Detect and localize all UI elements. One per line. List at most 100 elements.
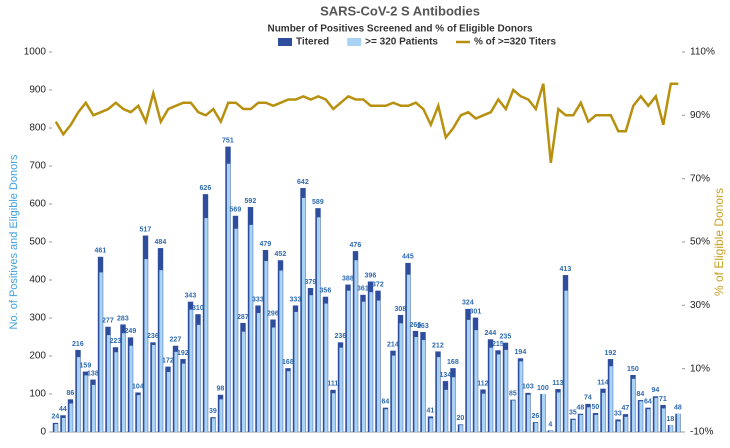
bar <box>661 408 666 432</box>
bar <box>151 344 156 432</box>
value-label: 94 <box>651 387 659 394</box>
bar <box>481 393 486 432</box>
value-label: 626 <box>200 185 212 192</box>
bar <box>196 324 201 432</box>
bar <box>511 400 516 432</box>
bar <box>526 394 531 432</box>
bar <box>459 425 463 432</box>
y-tick-label: 900 <box>29 85 46 96</box>
value-label: 41 <box>426 407 434 414</box>
value-label: 249 <box>125 328 137 335</box>
value-label: 589 <box>312 199 324 206</box>
bar <box>616 421 621 432</box>
bar <box>256 313 261 432</box>
bar <box>631 378 636 432</box>
bar <box>391 355 396 432</box>
value-label: 48 <box>576 405 584 412</box>
bar <box>534 422 538 432</box>
bar <box>174 351 178 432</box>
bar <box>279 270 283 432</box>
bar <box>331 393 336 432</box>
bar <box>294 311 298 432</box>
y2-tick-label: -10% <box>690 427 713 438</box>
value-label: 215 <box>492 341 504 348</box>
y-tick-label: 500 <box>29 237 46 248</box>
y-tick-label: 0 <box>40 427 46 438</box>
value-label: 223 <box>110 338 122 345</box>
bar <box>369 292 373 432</box>
value-label: 4 <box>548 421 552 428</box>
value-label: 244 <box>485 330 497 337</box>
value-label: 35 <box>569 410 577 417</box>
bar <box>346 290 351 432</box>
bar <box>399 323 403 432</box>
value-label: 476 <box>350 242 362 249</box>
value-label: 20 <box>456 415 464 422</box>
bar <box>429 418 433 432</box>
bar <box>114 352 118 432</box>
value-label: 26 <box>531 413 539 420</box>
y-tick-label: 800 <box>29 123 46 134</box>
bar <box>354 260 358 432</box>
bar <box>414 337 418 432</box>
value-label: 445 <box>402 254 414 261</box>
bar <box>564 290 568 432</box>
value-label: 85 <box>509 391 517 398</box>
value-label: 111 <box>327 381 338 388</box>
bar <box>249 224 253 432</box>
value-label: 64 <box>644 399 652 406</box>
value-label: 39 <box>209 408 217 415</box>
value-label: 379 <box>305 279 317 286</box>
value-label: 18 <box>666 416 674 423</box>
bar <box>219 399 223 432</box>
value-label: 134 <box>440 372 452 379</box>
bar <box>436 357 441 432</box>
y2-tick-label: 30% <box>690 300 710 311</box>
bar <box>444 389 448 432</box>
value-label: 283 <box>117 315 129 322</box>
value-label: 47 <box>621 405 629 412</box>
value-label: 266 <box>410 322 422 329</box>
y2-tick-label: 110% <box>690 47 715 58</box>
value-label: 48 <box>674 405 682 412</box>
bar <box>129 345 133 432</box>
legend-label: % of >=320 Titers <box>474 37 557 48</box>
bar <box>639 401 643 432</box>
bar <box>489 347 493 432</box>
bar <box>609 366 613 432</box>
bar <box>241 331 246 432</box>
bar <box>579 414 583 432</box>
value-label: 214 <box>387 342 399 349</box>
value-label: 100 <box>537 385 549 392</box>
chart-title: SARS-CoV-2 S Antibodies <box>320 3 480 18</box>
value-label: 396 <box>365 272 377 279</box>
value-label: 479 <box>260 241 272 248</box>
bar <box>286 371 291 432</box>
value-label: 324 <box>462 300 474 307</box>
value-label: 484 <box>155 239 167 246</box>
value-label: 150 <box>627 366 639 373</box>
bar <box>166 371 171 432</box>
bar <box>84 375 88 432</box>
value-label: 168 <box>447 359 459 366</box>
value-label: 98 <box>216 386 224 393</box>
y-tick-label: 200 <box>29 351 46 362</box>
value-label: 50 <box>591 404 599 411</box>
value-label: 461 <box>95 248 107 255</box>
legend-swatch <box>347 38 362 46</box>
y2-tick-label: 70% <box>690 173 710 184</box>
bar <box>211 418 216 432</box>
value-label: 172 <box>162 357 174 364</box>
bar <box>271 327 276 432</box>
value-label: 227 <box>170 337 182 344</box>
value-label: 310 <box>192 305 204 312</box>
bar <box>234 228 238 432</box>
y2-tick-label: 90% <box>690 110 710 121</box>
bar <box>496 354 501 432</box>
y-axis-label: No. of Positives and Eligible Donors <box>8 154 20 329</box>
bar <box>549 430 553 432</box>
value-label: 517 <box>140 226 152 233</box>
value-label: 84 <box>636 391 644 398</box>
bar <box>669 425 673 432</box>
bar <box>361 301 366 432</box>
